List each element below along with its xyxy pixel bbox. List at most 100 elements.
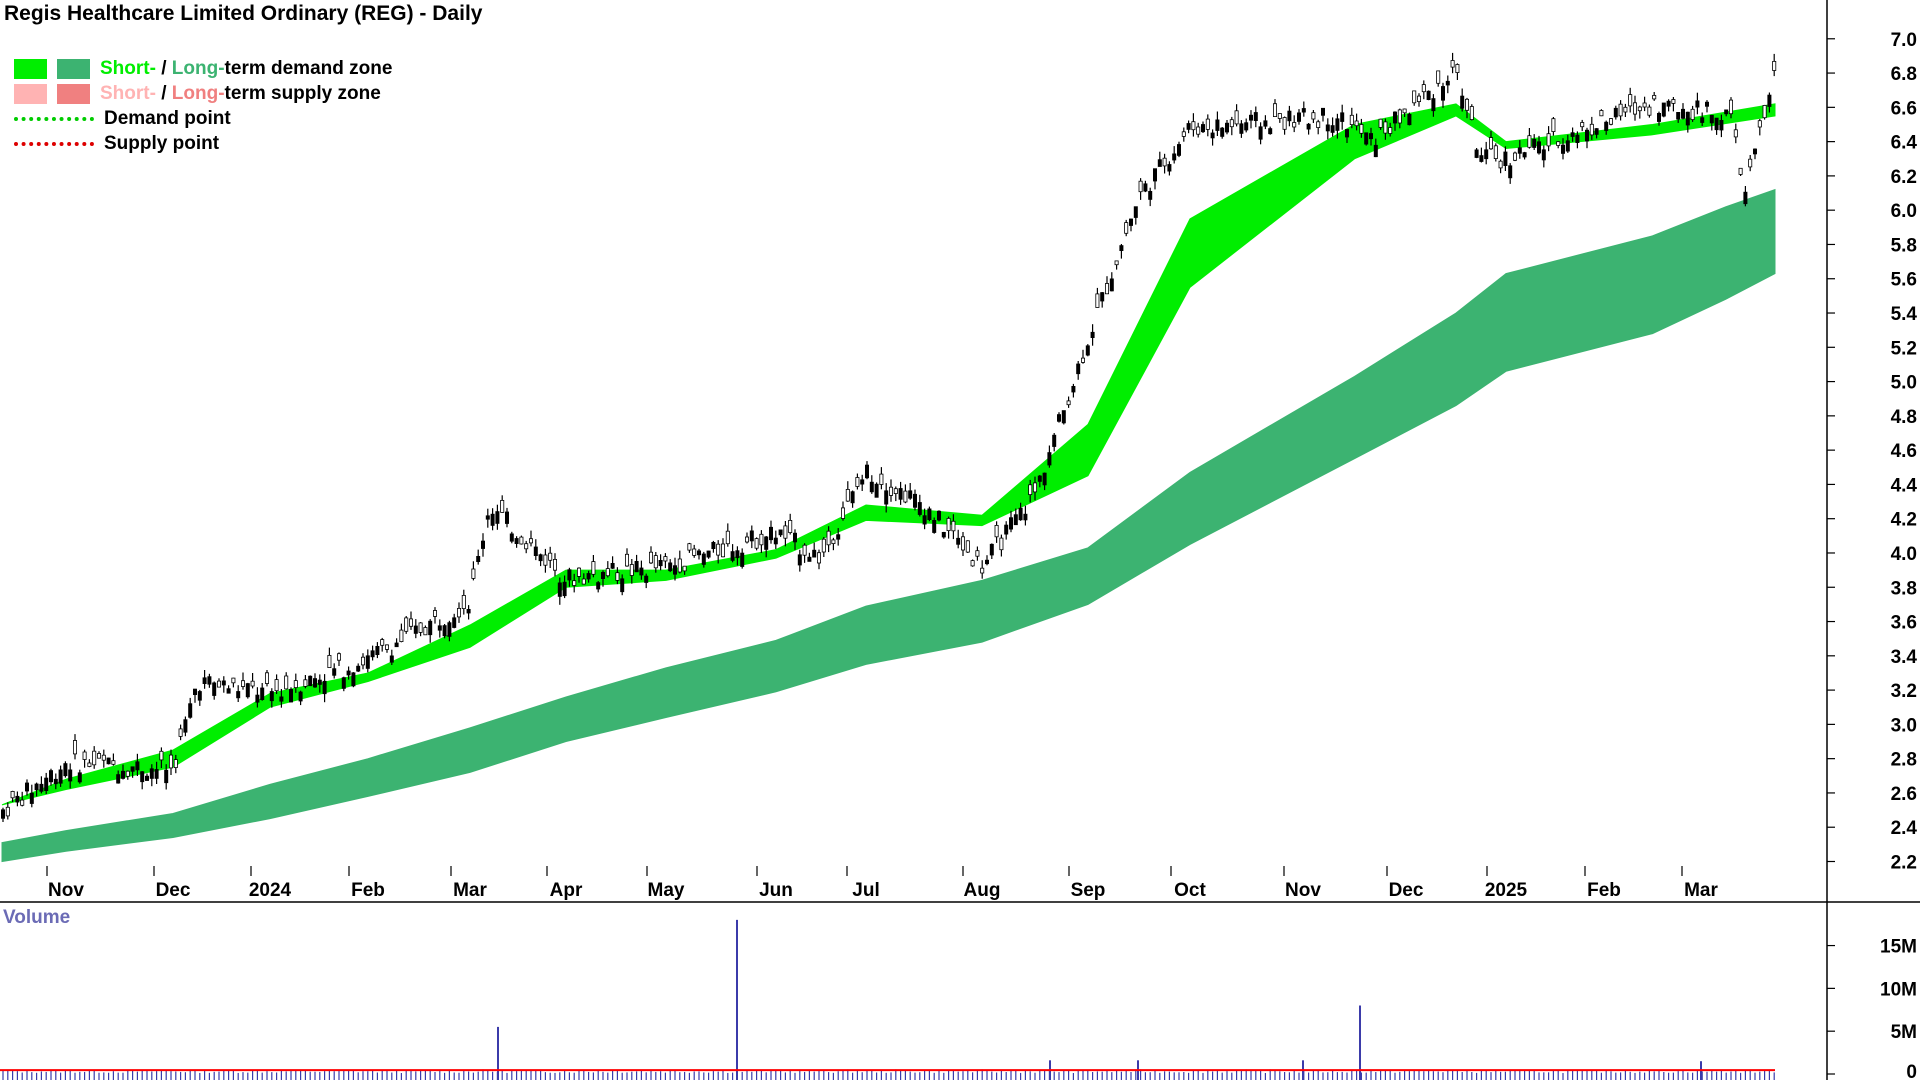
price-tick-label: 4.0 bbox=[1891, 544, 1917, 565]
candle-body bbox=[87, 762, 92, 767]
candle-body bbox=[442, 625, 447, 637]
candle-body bbox=[1263, 120, 1268, 127]
candle-body bbox=[754, 538, 759, 549]
date-axis: Nov Dec 2024 Feb Mar Apr May Jun Jul Aug Sep Oct Nov… bbox=[46, 866, 1718, 901]
candle-body bbox=[77, 772, 82, 783]
candle-body bbox=[985, 559, 990, 565]
candle-body bbox=[1090, 331, 1095, 338]
candle-body bbox=[1205, 118, 1210, 130]
candle-body bbox=[111, 760, 116, 765]
candle-body bbox=[1277, 113, 1282, 119]
candle-body bbox=[1503, 151, 1508, 167]
date-tick-label: Nov bbox=[48, 880, 84, 901]
candle-body bbox=[994, 525, 999, 538]
candle-body bbox=[24, 782, 29, 792]
candle-body bbox=[1546, 133, 1551, 147]
candle-body bbox=[1210, 132, 1215, 139]
candle-body bbox=[677, 558, 682, 573]
volume-panel-label: Volume bbox=[3, 907, 71, 928]
candle-body bbox=[793, 532, 798, 543]
candle-body bbox=[1551, 118, 1556, 132]
candle-body bbox=[1354, 120, 1359, 127]
candle-body bbox=[1167, 164, 1172, 172]
candle-body bbox=[1762, 105, 1767, 119]
candle-body bbox=[1397, 109, 1402, 124]
candle-body bbox=[845, 488, 850, 502]
candle-body bbox=[1143, 183, 1148, 192]
candle-body bbox=[447, 622, 452, 637]
price-tick-label: 2.6 bbox=[1891, 784, 1917, 805]
candle-body bbox=[673, 565, 678, 575]
candle-body bbox=[1057, 414, 1062, 422]
long-demand-swatch bbox=[57, 58, 90, 79]
legend-long-word: Long- bbox=[171, 58, 225, 79]
candle-body bbox=[1417, 95, 1422, 102]
date-tick-label: Mar bbox=[453, 880, 487, 901]
candle-body bbox=[941, 532, 946, 538]
candle-body bbox=[226, 688, 231, 694]
candle-body bbox=[322, 680, 327, 695]
date-tick-label: Apr bbox=[550, 880, 583, 901]
candle-body bbox=[1522, 152, 1527, 158]
candle-body bbox=[73, 740, 78, 755]
candle-body bbox=[250, 680, 255, 687]
legend-demand-zone-text: term demand zone bbox=[224, 58, 393, 79]
candle-body bbox=[548, 552, 553, 561]
candle-body bbox=[908, 490, 913, 499]
candle-body bbox=[1685, 111, 1690, 126]
candle-body bbox=[841, 507, 846, 519]
legend-demand-point-text: Demand point bbox=[104, 108, 231, 129]
candle-body bbox=[461, 595, 466, 610]
candle-body bbox=[1085, 345, 1090, 356]
candle-body bbox=[1633, 102, 1638, 115]
candle-body bbox=[1729, 99, 1734, 115]
candle-body bbox=[269, 691, 274, 702]
candle-body bbox=[1681, 108, 1686, 119]
legend-separator: / bbox=[155, 58, 172, 79]
candle-body bbox=[1177, 144, 1182, 156]
candle-body bbox=[1239, 123, 1244, 134]
candle-body bbox=[1407, 114, 1412, 126]
candle-body bbox=[1287, 110, 1292, 122]
candle-body bbox=[125, 770, 130, 777]
candle-body bbox=[812, 549, 817, 558]
demand-point-line bbox=[14, 116, 94, 121]
candle-body bbox=[1369, 133, 1374, 140]
candle-body bbox=[466, 609, 471, 614]
candle-body bbox=[140, 771, 145, 783]
price-tick-label: 7.0 bbox=[1891, 30, 1917, 51]
long-term-demand-zone bbox=[1, 188, 1776, 863]
candle-body bbox=[1498, 160, 1503, 169]
candle-body bbox=[1532, 138, 1537, 148]
candle-body bbox=[1234, 110, 1239, 125]
candle-body bbox=[937, 510, 942, 521]
candle-body bbox=[44, 777, 49, 791]
candle-body bbox=[384, 644, 389, 650]
candle-body bbox=[1508, 165, 1513, 179]
price-tick-label: 4.6 bbox=[1891, 441, 1917, 462]
candle-body bbox=[106, 757, 111, 765]
price-tick-label: 6.6 bbox=[1891, 98, 1917, 119]
candle-body bbox=[1388, 127, 1393, 134]
candle-body bbox=[1724, 109, 1729, 115]
candle-body bbox=[1714, 117, 1719, 131]
candle-body bbox=[279, 696, 284, 702]
candle-body bbox=[788, 520, 793, 534]
candle-body bbox=[68, 769, 73, 782]
candle-body bbox=[264, 672, 269, 684]
candle-body bbox=[432, 610, 437, 617]
candle-body bbox=[509, 533, 514, 542]
candle-body bbox=[1421, 84, 1426, 93]
date-tick-label: Feb bbox=[1587, 880, 1621, 901]
candle-body bbox=[236, 691, 241, 699]
candle-body bbox=[149, 768, 154, 779]
candle-body bbox=[1402, 108, 1407, 114]
candle-body bbox=[356, 665, 361, 672]
candle-body bbox=[1657, 113, 1662, 122]
date-tick-label: Oct bbox=[1174, 880, 1206, 901]
candle-body bbox=[10, 791, 15, 799]
date-tick-label: Feb bbox=[351, 880, 385, 901]
price-tick-label: 3.2 bbox=[1891, 681, 1917, 702]
candle-body bbox=[1642, 102, 1647, 108]
